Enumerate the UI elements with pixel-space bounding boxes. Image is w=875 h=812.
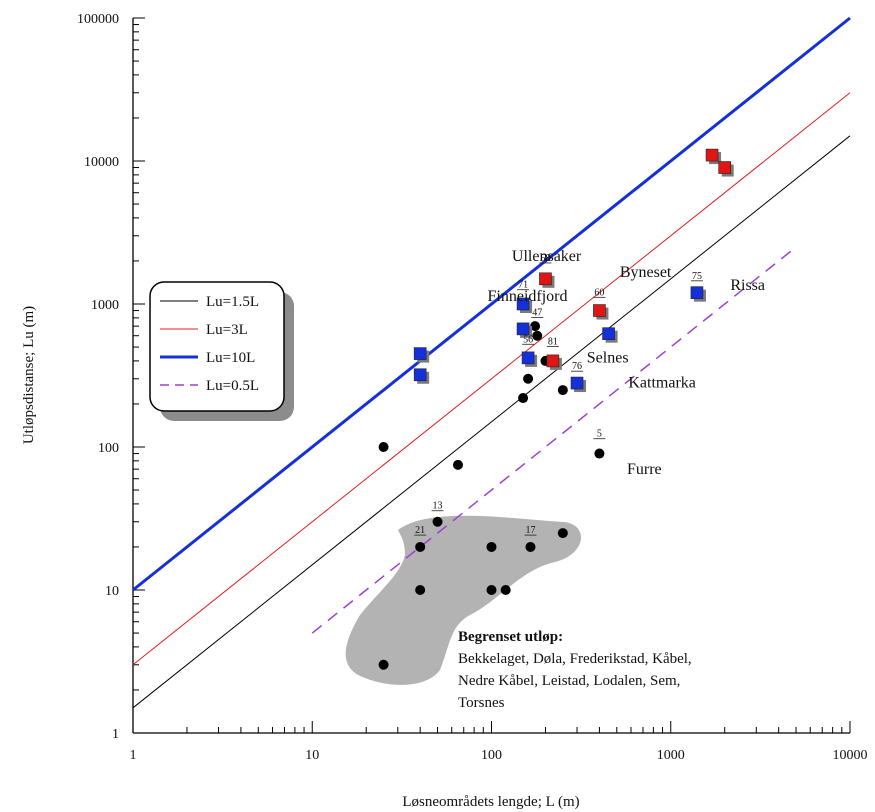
- y-tick-label: 1000: [91, 298, 119, 313]
- data-points: [378, 148, 734, 670]
- reference-line-3: [132, 16, 851, 592]
- point-number-label: 17: [525, 525, 535, 536]
- x-tick-label: 10000: [833, 748, 868, 763]
- data-point-circle: [532, 330, 543, 341]
- data-point-square: [521, 351, 535, 365]
- y-tick-label: 100: [98, 441, 119, 456]
- site-label: Ullensaker: [512, 248, 582, 265]
- data-point-square: [546, 354, 560, 368]
- data-point-circle: [432, 516, 443, 527]
- data-point-square: [516, 322, 530, 336]
- x-tick-label: 100: [481, 748, 502, 763]
- annotation-line-1: Bekkelaget, Døla, Frederikstad, Kåbel,: [458, 651, 692, 667]
- site-label: Byneset: [620, 264, 672, 281]
- site-label: Selnes: [587, 349, 629, 366]
- data-point-square: [516, 297, 530, 311]
- data-point-circle: [594, 448, 605, 459]
- site-label: Furre: [627, 461, 662, 478]
- x-axis-label: Løsneområdets lengde; L (m): [402, 794, 579, 810]
- data-point-circle: [452, 459, 463, 470]
- legend-label-2: Lu=3L: [206, 322, 248, 338]
- point-number-label: 75: [692, 271, 702, 282]
- data-point-circle: [557, 528, 568, 539]
- point-number-label: 5: [597, 429, 602, 440]
- y-tick-label: 100000: [77, 12, 119, 27]
- legend-label-4: Lu=0.5L: [206, 378, 259, 394]
- data-point-circle: [415, 585, 426, 595]
- point-number-label: 60: [594, 287, 604, 298]
- y-tick-label: 10: [105, 584, 119, 599]
- site-label: Rissa: [730, 277, 765, 294]
- legend-label-3: Lu=10L: [206, 350, 255, 366]
- legend-label-1: Lu=1.5L: [206, 294, 259, 310]
- data-point-circle: [378, 659, 389, 670]
- reference-line-2: [132, 92, 851, 666]
- data-point-square: [602, 327, 615, 340]
- axes: 1 10 100 1000 10000 1 10 100 1000 10000 100000: [77, 12, 868, 763]
- y-tick-label: 10000: [84, 155, 119, 170]
- limited-runout-region: [345, 515, 582, 685]
- data-point-square: [413, 368, 427, 382]
- x-tick-label: 1: [130, 748, 137, 763]
- point-number-label: 81: [548, 337, 558, 348]
- reference-lines: [132, 16, 851, 709]
- data-point-circle: [486, 585, 497, 595]
- blob-shape: [345, 515, 582, 685]
- annotation-line-3: Torsnes: [458, 695, 505, 711]
- point-number-label: 58: [540, 253, 550, 264]
- data-point-circle: [415, 541, 426, 552]
- site-label: Finneidfjord: [488, 288, 568, 305]
- point-number-label: 47: [532, 308, 542, 319]
- data-point-circle: [378, 442, 389, 452]
- data-point-circle: [557, 385, 568, 396]
- reference-line-4: [311, 246, 797, 634]
- x-tick-label: 1000: [657, 748, 685, 763]
- point-labels: Ullensaker Finneidfjord Byneset Rissa Selnes…: [414, 248, 765, 536]
- x-tick-label: 10: [305, 748, 319, 763]
- point-number-label: 76: [572, 361, 582, 372]
- data-point-circle: [486, 541, 497, 552]
- data-point-circle: [518, 393, 529, 404]
- annotation-line-2: Nedre Kåbel, Leistad, Lodalen, Sem,: [458, 673, 680, 689]
- data-point-square: [705, 148, 719, 162]
- data-point-circle: [530, 321, 541, 332]
- data-point-square: [539, 272, 552, 286]
- y-tick-label: 1: [112, 727, 119, 742]
- data-point-circle: [525, 541, 536, 552]
- legend-box: [149, 281, 285, 412]
- annotation-title: Begrenset utløp:: [458, 629, 563, 645]
- point-number-label: 56: [523, 334, 533, 345]
- data-point-square: [570, 376, 584, 390]
- data-point-square: [718, 161, 732, 174]
- reference-line-1: [132, 135, 851, 709]
- legend: Lu=1.5L Lu=3L Lu=10L Lu=0.5L: [149, 281, 294, 421]
- data-point-square: [593, 304, 606, 317]
- y-axis-label: Utløpsdistanse; Lu (m): [21, 306, 37, 444]
- data-point-circle: [523, 373, 534, 384]
- site-label: Kattmarka: [628, 375, 696, 392]
- point-number-label: 21: [415, 525, 425, 536]
- point-number-label: 71: [518, 280, 528, 291]
- limited-runout-annotation: Begrenset utløp: Bekkelaget, Døla, Frede…: [458, 629, 692, 711]
- point-number-label: 13: [433, 501, 443, 512]
- data-point-circle: [500, 585, 511, 595]
- data-point-square: [690, 286, 704, 299]
- data-point-square: [413, 347, 427, 360]
